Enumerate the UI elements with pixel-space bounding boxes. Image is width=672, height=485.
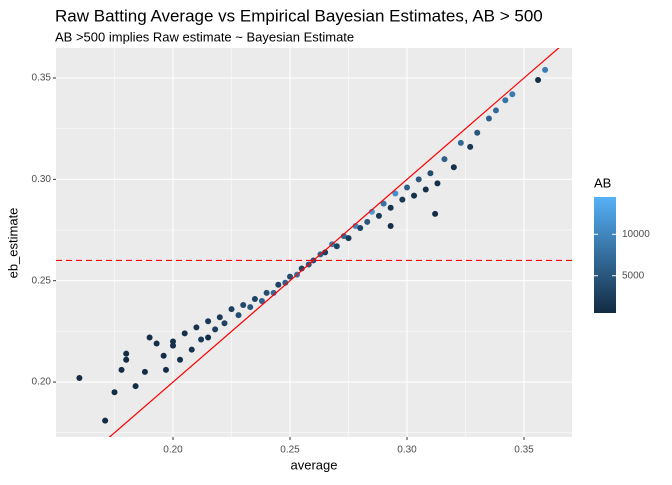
point bbox=[392, 190, 399, 197]
point bbox=[457, 139, 464, 146]
point bbox=[399, 196, 406, 203]
point bbox=[450, 164, 457, 171]
point bbox=[102, 417, 109, 424]
point bbox=[422, 186, 429, 193]
point bbox=[162, 366, 169, 373]
point bbox=[380, 200, 387, 207]
point bbox=[216, 314, 223, 321]
point bbox=[177, 356, 184, 363]
point bbox=[333, 243, 340, 250]
y-tick-label: 0.35 bbox=[32, 73, 52, 84]
point bbox=[502, 97, 509, 104]
point bbox=[111, 389, 118, 396]
point bbox=[467, 143, 474, 150]
point bbox=[275, 281, 282, 288]
colorbar-label: 10000 bbox=[622, 229, 650, 240]
point bbox=[427, 170, 434, 177]
point bbox=[345, 235, 352, 242]
point bbox=[251, 295, 258, 302]
point bbox=[205, 318, 212, 325]
point bbox=[160, 352, 167, 359]
chart-title: Raw Batting Average vs Empirical Bayesia… bbox=[55, 6, 543, 25]
point bbox=[205, 334, 212, 341]
x-tick-label: 0.25 bbox=[280, 445, 300, 456]
y-tick-label: 0.20 bbox=[32, 377, 52, 388]
y-axis-title: eb_estimate bbox=[5, 208, 20, 279]
y-tick-label: 0.30 bbox=[32, 174, 52, 185]
point bbox=[441, 156, 448, 163]
x-tick-label: 0.30 bbox=[397, 445, 417, 456]
point bbox=[387, 222, 394, 229]
point bbox=[198, 336, 205, 343]
chart-subtitle: AB >500 implies Raw estimate ~ Bayesian … bbox=[55, 29, 354, 44]
point bbox=[357, 225, 364, 232]
point bbox=[235, 312, 242, 319]
legend-title: AB bbox=[594, 175, 611, 190]
point bbox=[228, 306, 235, 313]
point bbox=[434, 180, 441, 187]
grid bbox=[56, 48, 572, 437]
colorbar-label: 5000 bbox=[622, 270, 645, 281]
point bbox=[188, 346, 195, 353]
point bbox=[141, 368, 148, 375]
point bbox=[415, 176, 422, 183]
point bbox=[375, 212, 382, 219]
x-tick-label: 0.35 bbox=[514, 445, 534, 456]
point bbox=[181, 330, 188, 337]
point bbox=[212, 326, 219, 333]
point bbox=[76, 375, 83, 382]
point bbox=[123, 356, 130, 363]
point bbox=[240, 302, 247, 309]
point bbox=[258, 297, 265, 304]
point bbox=[132, 383, 139, 390]
panel bbox=[56, 48, 572, 437]
point bbox=[542, 66, 549, 73]
point bbox=[153, 340, 160, 347]
point bbox=[492, 107, 499, 114]
point bbox=[146, 334, 153, 341]
point bbox=[364, 218, 371, 225]
point bbox=[287, 273, 294, 280]
point bbox=[123, 350, 130, 357]
x-tick-label: 0.20 bbox=[163, 445, 183, 456]
point bbox=[247, 304, 254, 311]
point bbox=[535, 77, 542, 84]
reference-lines bbox=[56, 48, 572, 437]
abline bbox=[108, 48, 560, 437]
point bbox=[221, 320, 228, 327]
point bbox=[118, 366, 125, 373]
point bbox=[474, 129, 481, 136]
point bbox=[193, 324, 200, 331]
point bbox=[387, 204, 394, 211]
y-tick-label: 0.25 bbox=[32, 275, 52, 286]
point bbox=[170, 342, 177, 349]
point bbox=[411, 192, 418, 199]
point bbox=[485, 115, 492, 122]
point bbox=[263, 289, 270, 296]
point bbox=[404, 184, 411, 191]
colorbar bbox=[594, 197, 616, 313]
point bbox=[509, 91, 516, 98]
x-axis-title: average bbox=[291, 457, 338, 472]
point bbox=[432, 210, 439, 217]
